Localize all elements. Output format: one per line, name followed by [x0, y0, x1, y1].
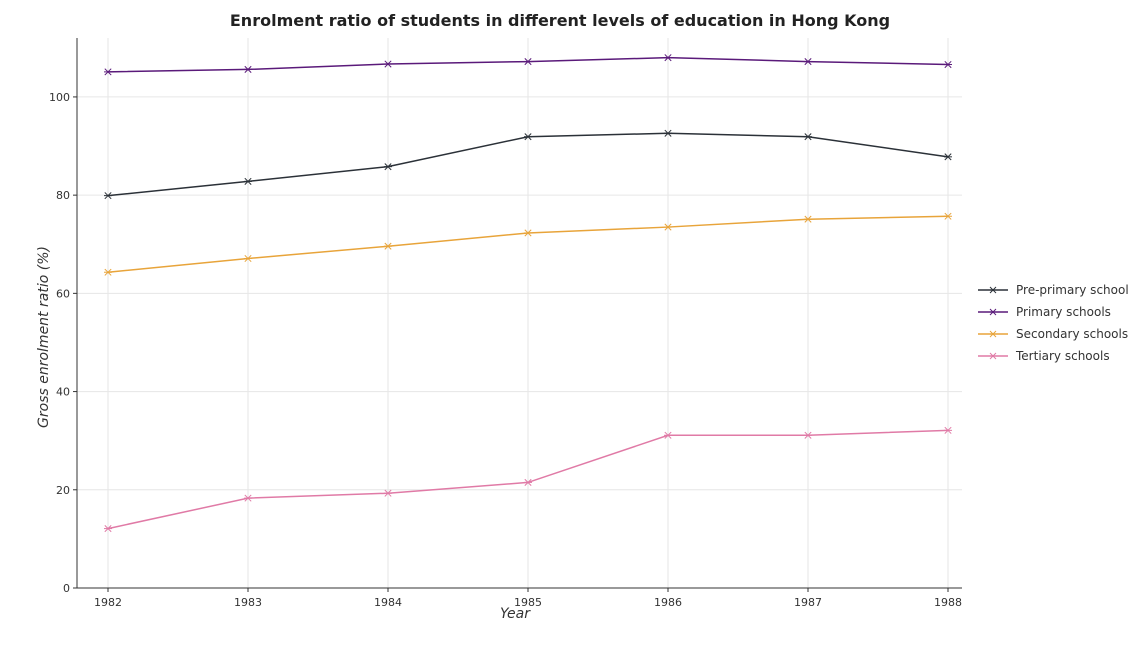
data-point-primary-schools	[804, 58, 812, 66]
data-point-secondary-schools	[244, 254, 252, 263]
series-lines	[104, 54, 952, 533]
chart-title: Enrolment ratio of students in different…	[230, 11, 890, 30]
x-axis-label: Year	[500, 606, 531, 622]
data-point-primary-schools	[244, 65, 252, 73]
data-point-tertiary-schools	[944, 426, 952, 434]
data-point-primary-schools	[944, 60, 952, 69]
data-point-pre-primary-schools	[244, 177, 252, 185]
legend-label: Secondary schools	[1016, 327, 1128, 341]
y-tick-label: 40	[56, 386, 70, 399]
data-point-pre-primary-schools	[524, 133, 532, 141]
data-point-secondary-schools	[104, 268, 112, 276]
y-tick-label: 0	[63, 582, 70, 595]
data-point-pre-primary-schools	[804, 133, 812, 141]
data-point-pre-primary-schools	[384, 163, 392, 171]
data-point-tertiary-schools	[104, 525, 112, 533]
y-axis-label: Gross enrolment ratio (%)	[36, 246, 52, 428]
data-point-pre-primary-schools	[664, 129, 672, 137]
x-tick-label: 1984	[374, 596, 402, 609]
legend-entry-tertiary-schools: Tertiary schools	[978, 349, 1110, 363]
y-tick-label: 80	[56, 189, 70, 202]
x-tick-label: 1988	[934, 596, 962, 609]
legend-marker	[989, 352, 997, 360]
legend-label: Primary schools	[1016, 305, 1111, 319]
legend: Pre-primary schools Primary schools Second…	[978, 283, 1129, 363]
x-tick-label: 1985	[514, 596, 542, 609]
x-tick-label: 1983	[234, 596, 262, 609]
y-tick-label: 60	[56, 287, 70, 300]
legend-entry-secondary-schools: Secondary schools	[978, 327, 1128, 341]
data-point-secondary-schools	[804, 215, 812, 223]
legend-entry-pre-primary-schools: Pre-primary schools	[978, 283, 1129, 297]
data-point-primary-schools	[664, 54, 672, 62]
data-point-tertiary-schools	[664, 431, 672, 439]
data-point-primary-schools	[524, 58, 532, 66]
data-point-tertiary-schools	[244, 494, 252, 502]
legend-marker	[989, 330, 997, 338]
y-tick-label: 100	[49, 91, 70, 104]
legend-marker	[989, 286, 997, 294]
data-point-secondary-schools	[944, 212, 952, 220]
axes: 0 20 40 60 80 100 1982 1983 1984 1985 1986 1987 1988	[49, 38, 962, 609]
data-point-primary-schools	[384, 60, 392, 68]
grid	[77, 38, 962, 589]
x-tick-label: 1987	[794, 596, 822, 609]
legend-marker	[989, 308, 997, 316]
legend-label: Tertiary schools	[1015, 349, 1110, 363]
data-point-pre-primary-schools	[944, 153, 952, 161]
data-point-tertiary-schools	[524, 478, 532, 486]
x-tick-label: 1982	[94, 596, 122, 609]
data-point-secondary-schools	[384, 242, 392, 250]
legend-label: Pre-primary schools	[1016, 283, 1129, 297]
legend-entry-primary-schools: Primary schools	[978, 305, 1111, 319]
y-tick-label: 20	[56, 484, 70, 497]
data-point-secondary-schools	[524, 229, 532, 237]
data-point-tertiary-schools	[384, 489, 392, 497]
data-point-tertiary-schools	[804, 431, 812, 439]
x-tick-label: 1986	[654, 596, 682, 609]
data-point-secondary-schools	[664, 223, 672, 231]
data-point-pre-primary-schools	[104, 192, 112, 200]
data-point-primary-schools	[104, 68, 112, 76]
